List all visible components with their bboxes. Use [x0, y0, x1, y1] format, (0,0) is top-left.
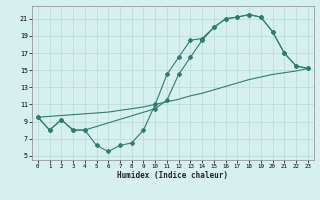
X-axis label: Humidex (Indice chaleur): Humidex (Indice chaleur): [117, 171, 228, 180]
